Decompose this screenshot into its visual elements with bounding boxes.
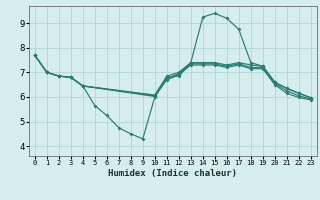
X-axis label: Humidex (Indice chaleur): Humidex (Indice chaleur) xyxy=(108,169,237,178)
